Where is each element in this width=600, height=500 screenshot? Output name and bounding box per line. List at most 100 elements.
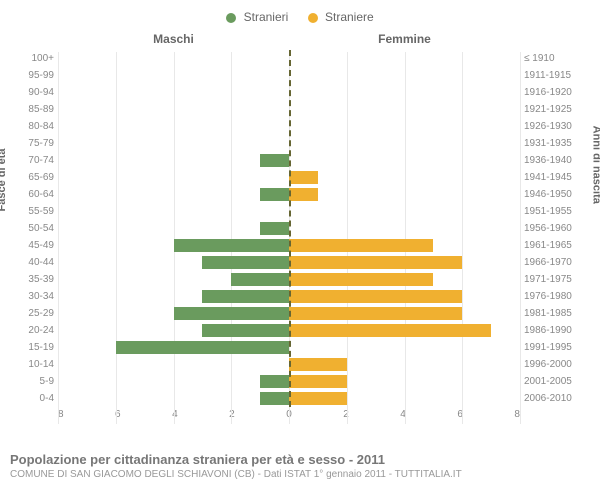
age-label: 85-89 bbox=[10, 104, 58, 115]
bar-male bbox=[260, 392, 289, 405]
bar-male bbox=[116, 341, 289, 354]
bar-male bbox=[174, 239, 290, 252]
bar-male bbox=[202, 290, 289, 303]
pyramid-row: 25-29 1981-1985 bbox=[10, 305, 590, 322]
age-label: 10-14 bbox=[10, 359, 58, 370]
birth-label: 1911-1915 bbox=[520, 70, 590, 81]
age-label: 100+ bbox=[10, 53, 58, 64]
bar-male bbox=[260, 375, 289, 388]
birth-label: 1971-1975 bbox=[520, 274, 590, 285]
bar-male bbox=[260, 222, 289, 235]
pyramid-row: 30-34 1976-1980 bbox=[10, 288, 590, 305]
pyramid-row: 10-14 1996-2000 bbox=[10, 356, 590, 373]
pyramid-chart: Fasce di età Anni di nascita Maschi Femm… bbox=[10, 32, 590, 442]
bar-female bbox=[289, 324, 491, 337]
chart-legend: Stranieri Straniere bbox=[10, 10, 590, 24]
birth-label: 1941-1945 bbox=[520, 172, 590, 183]
bar-male bbox=[260, 154, 289, 167]
x-tick: 0 bbox=[286, 409, 292, 420]
pyramid-row: 45-49 1961-1965 bbox=[10, 237, 590, 254]
chart-title: Popolazione per cittadinanza straniera p… bbox=[10, 452, 590, 467]
age-label: 20-24 bbox=[10, 325, 58, 336]
age-label: 90-94 bbox=[10, 87, 58, 98]
chart-header-row: Maschi Femmine bbox=[10, 32, 590, 46]
age-label: 70-74 bbox=[10, 155, 58, 166]
birth-label: 1961-1965 bbox=[520, 240, 590, 251]
header-female: Femmine bbox=[289, 32, 520, 46]
bar-female bbox=[289, 290, 462, 303]
birth-label: 1986-1990 bbox=[520, 325, 590, 336]
y-axis-right-title: Anni di nascita bbox=[590, 126, 600, 204]
age-label: 75-79 bbox=[10, 138, 58, 149]
pyramid-row: 5-9 2001-2005 bbox=[10, 373, 590, 390]
birth-label: 1931-1935 bbox=[520, 138, 590, 149]
chart-subtitle: COMUNE DI SAN GIACOMO DEGLI SCHIAVONI (C… bbox=[10, 469, 590, 480]
pyramid-row: 35-39 1971-1975 bbox=[10, 271, 590, 288]
pyramid-row: 75-79 1931-1935 bbox=[10, 135, 590, 152]
bar-female bbox=[289, 188, 318, 201]
pyramid-row: 65-69 1941-1945 bbox=[10, 169, 590, 186]
birth-label: 1991-1995 bbox=[520, 342, 590, 353]
bar-female bbox=[289, 358, 347, 371]
bar-male bbox=[260, 188, 289, 201]
y-axis-left-title: Fasce di età bbox=[0, 149, 8, 212]
pyramid-row: 60-64 1946-1950 bbox=[10, 186, 590, 203]
age-label: 65-69 bbox=[10, 172, 58, 183]
x-axis-ticks: 864202468 bbox=[58, 409, 520, 420]
bar-female bbox=[289, 239, 433, 252]
chart-rows: 100+≤ 191095-991911-191590-941916-192085… bbox=[10, 50, 590, 407]
age-label: 40-44 bbox=[10, 257, 58, 268]
birth-label: 1916-1920 bbox=[520, 87, 590, 98]
age-label: 60-64 bbox=[10, 189, 58, 200]
bar-female bbox=[289, 307, 462, 320]
bar-female bbox=[289, 171, 318, 184]
legend-female-label: Straniere bbox=[325, 10, 374, 24]
pyramid-row: 0-42006-2010 bbox=[10, 390, 590, 407]
birth-label: 1926-1930 bbox=[520, 121, 590, 132]
bar-female bbox=[289, 273, 433, 286]
bar-female bbox=[289, 375, 347, 388]
legend-male-label: Stranieri bbox=[244, 10, 289, 24]
age-label: 15-19 bbox=[10, 342, 58, 353]
pyramid-row: 90-94 1916-1920 bbox=[10, 84, 590, 101]
birth-label: 1981-1985 bbox=[520, 308, 590, 319]
bar-male bbox=[202, 324, 289, 337]
age-label: 5-9 bbox=[10, 376, 58, 387]
birth-label: 1976-1980 bbox=[520, 291, 590, 302]
pyramid-row: 20-24 1986-1990 bbox=[10, 322, 590, 339]
legend-male: Stranieri bbox=[226, 10, 288, 24]
age-label: 45-49 bbox=[10, 240, 58, 251]
bar-male bbox=[231, 273, 289, 286]
pyramid-row: 70-741936-1940 bbox=[10, 152, 590, 169]
pyramid-row: 40-44 1966-1970 bbox=[10, 254, 590, 271]
pyramid-row: 85-89 1921-1925 bbox=[10, 101, 590, 118]
legend-female: Straniere bbox=[308, 10, 374, 24]
bar-male bbox=[174, 307, 290, 320]
bar-female bbox=[289, 392, 347, 405]
age-label: 50-54 bbox=[10, 223, 58, 234]
age-label: 30-34 bbox=[10, 291, 58, 302]
birth-label: 1996-2000 bbox=[520, 359, 590, 370]
x-tick: 2 bbox=[343, 409, 349, 420]
birth-label: 1966-1970 bbox=[520, 257, 590, 268]
birth-label: 2006-2010 bbox=[520, 393, 590, 404]
pyramid-row: 95-99 1911-1915 bbox=[10, 67, 590, 84]
age-label: 35-39 bbox=[10, 274, 58, 285]
header-male: Maschi bbox=[58, 32, 289, 46]
x-tick: 8 bbox=[58, 409, 64, 420]
x-axis: 864202468 bbox=[10, 409, 590, 420]
x-tick: 6 bbox=[457, 409, 463, 420]
age-label: 95-99 bbox=[10, 70, 58, 81]
x-tick: 4 bbox=[400, 409, 406, 420]
x-tick: 2 bbox=[229, 409, 235, 420]
bar-male bbox=[202, 256, 289, 269]
center-divider bbox=[289, 50, 291, 407]
birth-label: 2001-2005 bbox=[520, 376, 590, 387]
birth-label: 1921-1925 bbox=[520, 104, 590, 115]
age-label: 80-84 bbox=[10, 121, 58, 132]
age-label: 25-29 bbox=[10, 308, 58, 319]
birth-label: 1946-1950 bbox=[520, 189, 590, 200]
pyramid-row: 15-19 1991-1995 bbox=[10, 339, 590, 356]
legend-female-swatch bbox=[308, 13, 318, 23]
bar-female bbox=[289, 256, 462, 269]
